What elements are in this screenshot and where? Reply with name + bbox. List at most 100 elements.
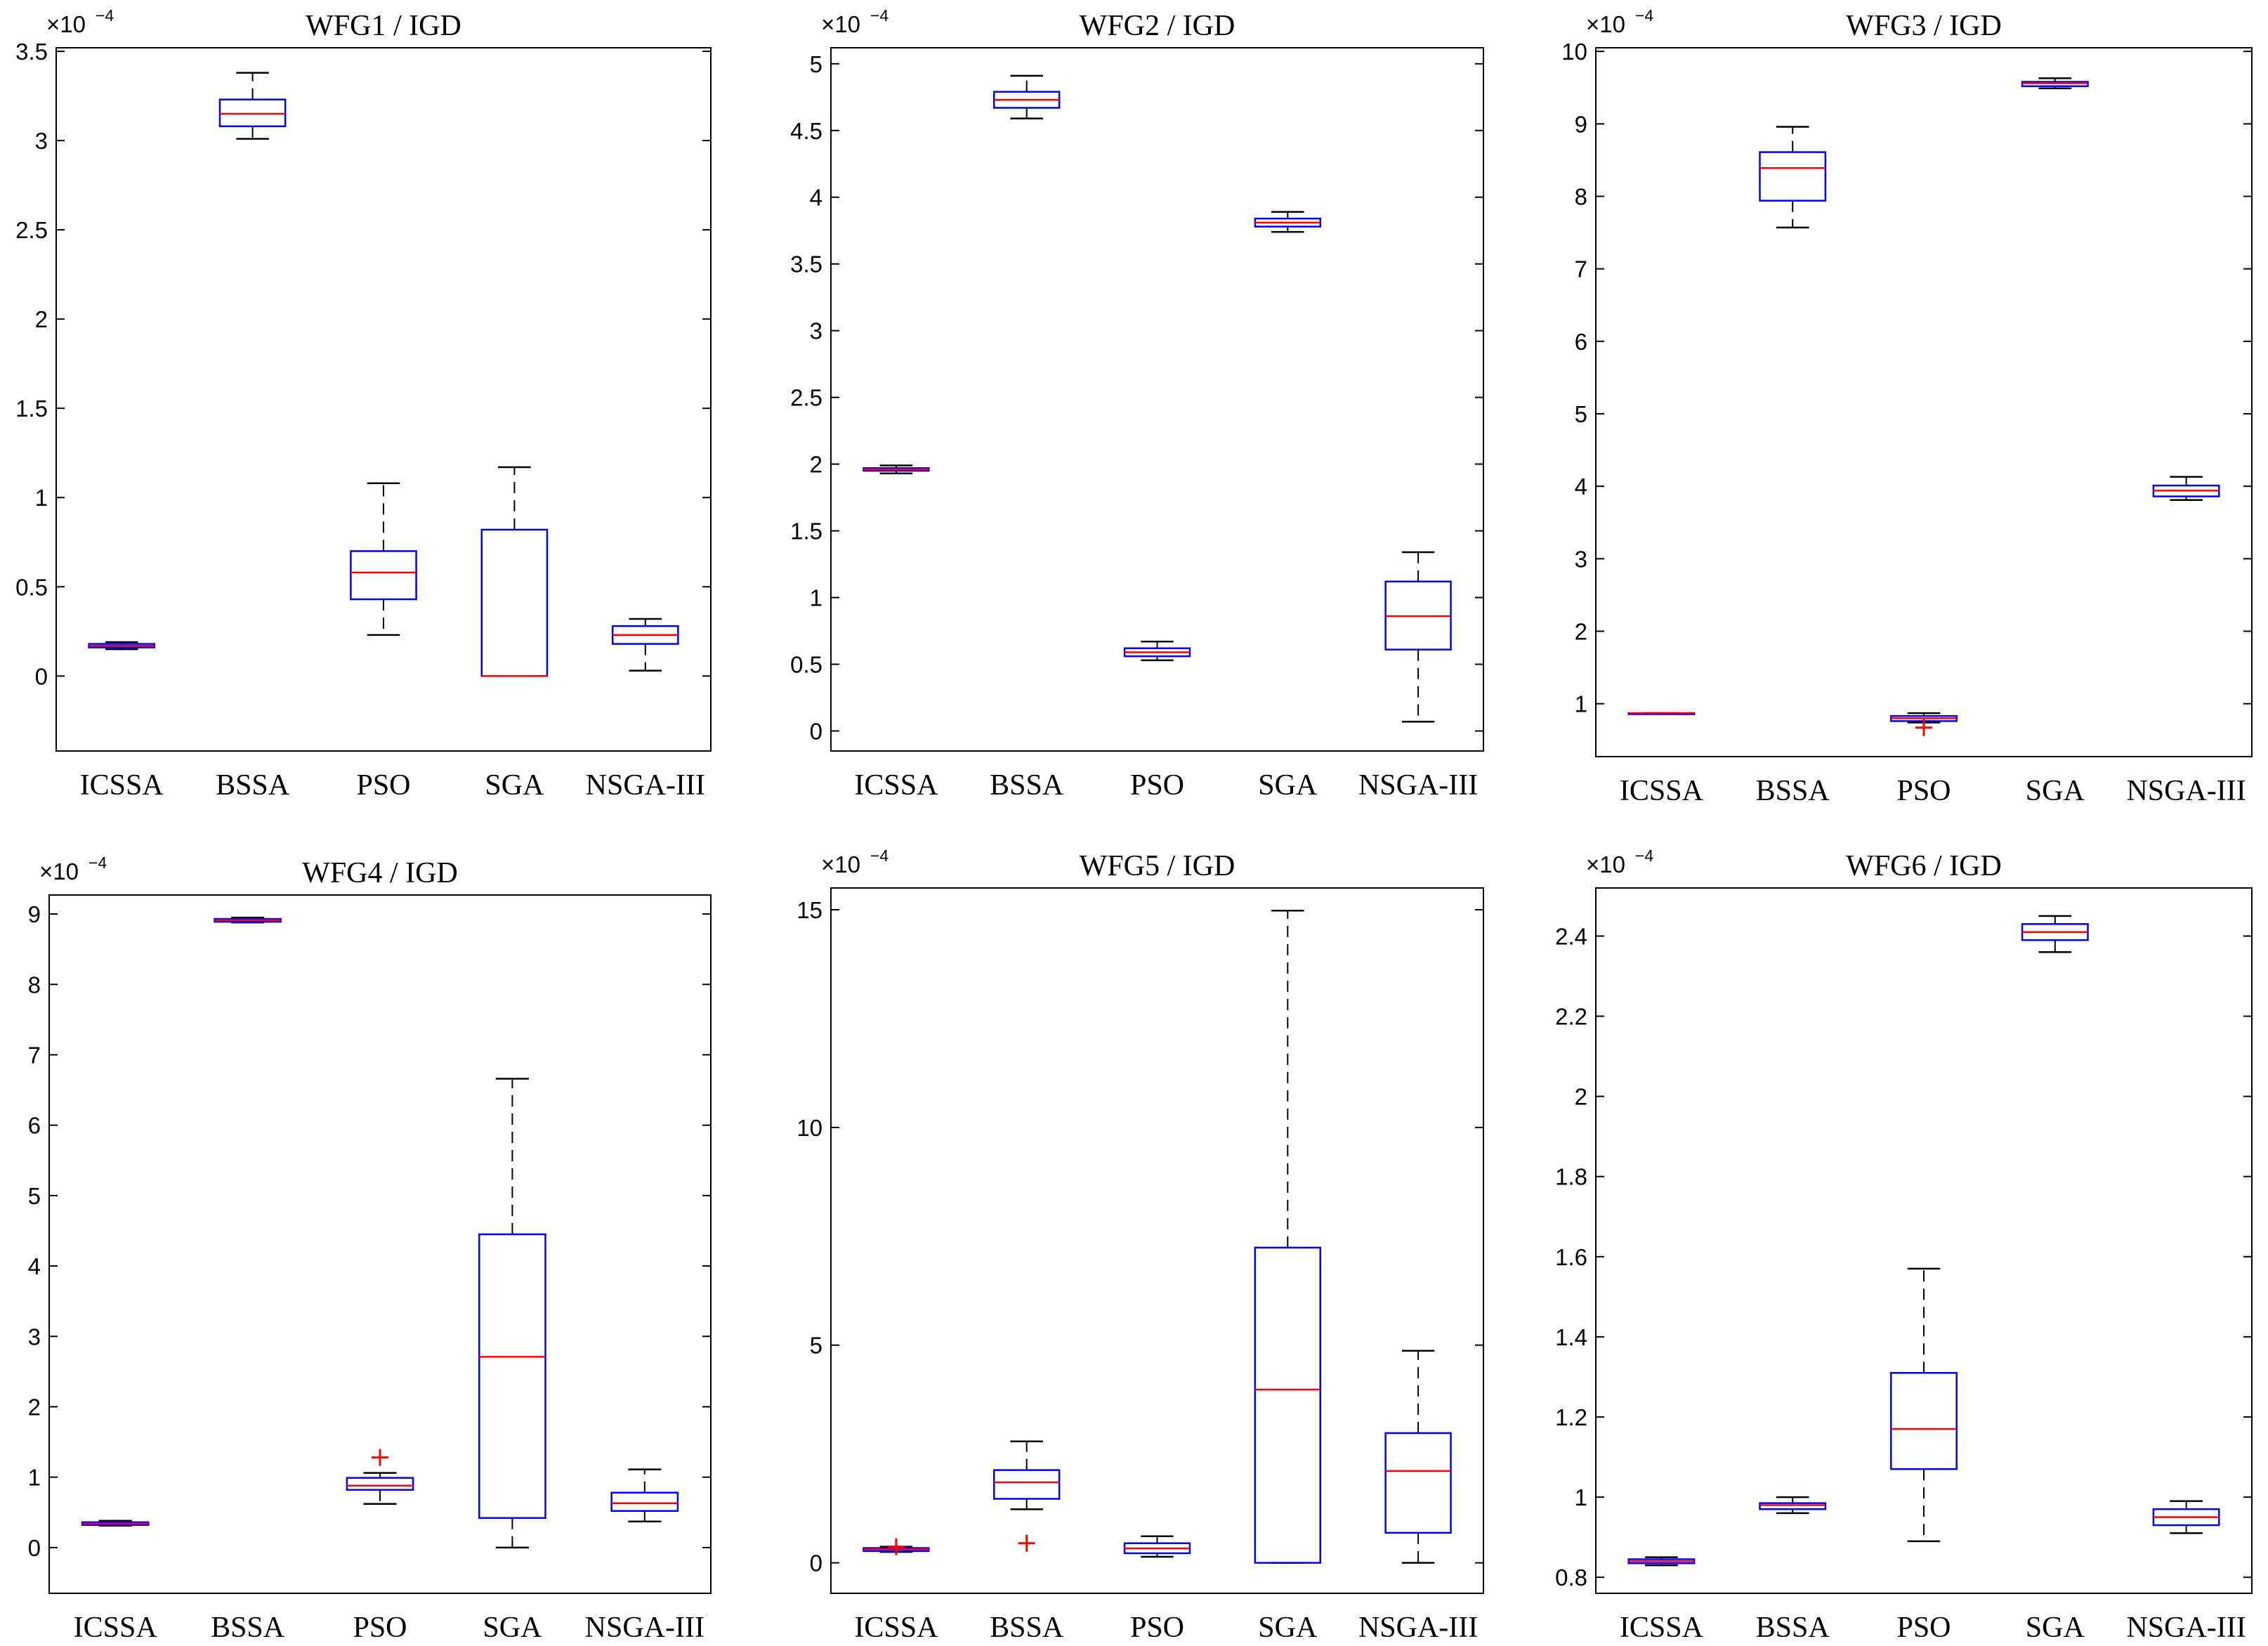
- y-tick-label: 7: [1575, 256, 1587, 282]
- chart-6: 0.8 1 1.2 1.4 1.6 1.8 2 2.2 2.4 ×10 −4 WFG6 / IGD IC…: [1555, 847, 2253, 1644]
- category-label: PSO: [356, 769, 410, 802]
- category-label: SGA: [1258, 1612, 1318, 1644]
- box-icssa: [863, 1538, 930, 1555]
- y-tick-label: 0.5: [790, 652, 822, 678]
- chart-1: 0 0.5 1 1.5 2 2.5 3 3.5×10 −4 WFG1 / IGD ICSSA BSSA…: [15, 6, 712, 802]
- category-label: PSO: [353, 1612, 407, 1644]
- chart-5: 0 5 10 15 ×10 −4 WFG5 / IGD ICSSA BSSA PSO SGA NSGA…: [797, 847, 1484, 1644]
- box-nsga-iii: [611, 618, 679, 672]
- box-nsga-iii: [2152, 476, 2220, 502]
- box-icssa: [863, 464, 930, 475]
- y-tick-label: 0: [810, 1550, 822, 1576]
- box-icssa: [1627, 712, 1696, 715]
- iqr-box: [1890, 1372, 1958, 1470]
- box-nsga-iii: [1384, 1350, 1452, 1564]
- y-tick-label: 3: [810, 318, 822, 344]
- category-label: SGA: [1258, 769, 1318, 802]
- chart-title: WFG3 / IGD: [1846, 10, 2002, 42]
- iqr-box: [1759, 151, 1827, 202]
- y-tick-label: 1: [1575, 1484, 1587, 1510]
- category-label: BSSA: [990, 769, 1064, 802]
- y-tick-label: 8: [28, 972, 41, 998]
- y-tick-label: 1: [28, 1465, 41, 1491]
- box-bssa: [218, 72, 287, 140]
- y-tick-label: 6: [28, 1113, 41, 1139]
- category-label: BSSA: [211, 1612, 285, 1644]
- y-tick-label: 2: [1575, 619, 1587, 645]
- category-label: NSGA-III: [2126, 775, 2246, 807]
- y-tick-label: 0.8: [1555, 1565, 1587, 1591]
- category-label: NSGA-III: [1358, 769, 1478, 802]
- chart-2: 0 0.5 1 1.5 2 2.5 3 3.5 4 4.5 5 ×10 −4 WFG2 / IGD ICSS…: [790, 6, 1484, 802]
- category-label: PSO: [1896, 1612, 1951, 1644]
- iqr-box: [350, 550, 417, 601]
- iqr-box: [480, 528, 549, 677]
- y-tick-label: 9: [28, 901, 41, 927]
- y-tick-label: 5: [810, 51, 822, 77]
- box-sga: [480, 466, 549, 677]
- category-label: NSGA-III: [586, 769, 705, 802]
- y-tick-label: 10: [797, 1115, 822, 1141]
- y-tick-label: 8: [1575, 183, 1587, 209]
- y-tick-label: 3.5: [790, 252, 822, 277]
- y-tick-label: 4: [28, 1253, 41, 1279]
- y-tick-label: 1.8: [1555, 1164, 1587, 1190]
- box-nsga-iii: [610, 1468, 679, 1523]
- box-icssa: [1627, 1556, 1696, 1567]
- category-label: SGA: [483, 1612, 542, 1644]
- y-tick-label: 2: [28, 1394, 41, 1420]
- axis-multiplier: ×10: [46, 11, 86, 37]
- category-label: BSSA: [990, 1612, 1064, 1644]
- category-label: NSGA-III: [585, 1612, 704, 1644]
- iqr-box: [610, 1491, 679, 1513]
- y-tick-label: 5: [810, 1333, 822, 1359]
- box-bssa: [993, 74, 1061, 119]
- axes-frame: [830, 47, 1484, 752]
- iqr-box: [218, 98, 287, 128]
- axis-multiplier-exponent: −4: [89, 854, 107, 872]
- box-pso: [1890, 1267, 1958, 1543]
- iqr-box: [1384, 1432, 1452, 1534]
- category-label: ICSSA: [80, 769, 164, 802]
- box-bssa: [1759, 1496, 1827, 1515]
- chart-title: WFG5 / IGD: [1080, 850, 1235, 882]
- category-label: ICSSA: [74, 1612, 158, 1644]
- box-sga: [2021, 915, 2089, 953]
- axis-multiplier: ×10: [39, 858, 79, 884]
- y-tick-label: 4: [810, 185, 822, 211]
- box-nsga-iii: [2152, 1500, 2220, 1534]
- iqr-box: [993, 1469, 1061, 1500]
- y-tick-label: 2: [810, 452, 822, 478]
- chart-title: WFG2 / IGD: [1080, 10, 1235, 42]
- iqr-box: [1254, 1246, 1321, 1564]
- y-tick-label: 1.2: [1555, 1404, 1587, 1430]
- axes-frame: [830, 887, 1484, 1594]
- y-tick-label: 1.4: [1555, 1324, 1587, 1350]
- y-tick-label: 1.6: [1555, 1244, 1587, 1270]
- axis-multiplier: ×10: [1586, 11, 1625, 37]
- chart-title: WFG1 / IGD: [306, 10, 461, 42]
- axes-frame: [55, 47, 712, 752]
- category-label: ICSSA: [854, 1612, 938, 1644]
- chart-title: WFG4 / IGD: [302, 857, 458, 889]
- outlier-marker: [887, 1538, 905, 1555]
- axis-multiplier-exponent: −4: [1635, 6, 1653, 25]
- box-sga: [1254, 909, 1321, 1564]
- y-tick-label: 2.5: [790, 385, 822, 411]
- iqr-box: [478, 1233, 546, 1520]
- y-tick-label: 1.5: [790, 518, 822, 544]
- axis-multiplier: ×10: [821, 11, 860, 37]
- box-nsga-iii: [1384, 551, 1452, 723]
- box-pso: [1890, 712, 1958, 736]
- outlier-marker: [1018, 1534, 1035, 1552]
- box-pso: [1123, 1535, 1191, 1558]
- y-tick-label: 2: [1575, 1084, 1587, 1110]
- axis-multiplier-exponent: −4: [1635, 847, 1653, 865]
- box-bssa: [214, 916, 282, 924]
- axis-multiplier-exponent: −4: [96, 6, 114, 25]
- y-tick-label: 1: [35, 485, 48, 511]
- box-icssa: [81, 1520, 150, 1527]
- y-tick-label: 4.5: [790, 118, 822, 144]
- chart-4: 0 1 2 3 4 5 6 7 8 9 ×10 −4 WFG4 / IGD ICSSA BSSA PSO SGA…: [28, 854, 712, 1644]
- y-tick-label: 1.5: [15, 396, 48, 422]
